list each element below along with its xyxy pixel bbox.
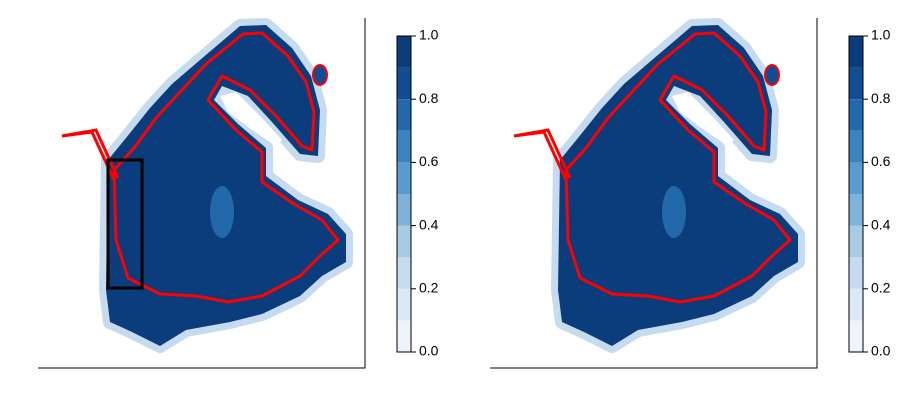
highlight-box	[106, 158, 144, 290]
contour-line	[513, 128, 572, 181]
colorbar-band	[849, 36, 863, 68]
colorbar-band	[397, 162, 411, 194]
axes-frame	[490, 18, 818, 369]
colorbar-band	[397, 36, 411, 68]
raster-islet	[312, 64, 328, 86]
raster-islet	[764, 64, 780, 86]
colorbar-tick-label: 0.6	[871, 153, 891, 169]
colorbar-band	[397, 130, 411, 163]
colorbar-tick-label: 0.8	[419, 90, 439, 106]
map-panel: 0.0 0.2 0.4 0.6 0.8 1.0	[490, 18, 891, 369]
colorbar-band	[849, 130, 863, 163]
colorbar-band	[397, 67, 411, 100]
colorbar-frame	[848, 35, 864, 353]
colorbar-band	[849, 99, 863, 131]
map-panel: 0.0 0.2 0.4 0.6 0.8 1.0	[38, 18, 439, 369]
colorbar-band	[397, 99, 411, 131]
colorbar-frame	[396, 35, 412, 353]
raster-inner-patch	[210, 186, 234, 238]
colorbar-band	[849, 194, 863, 226]
colorbar-band	[849, 288, 863, 321]
colorbar-band	[397, 225, 411, 258]
colorbar-band	[397, 320, 411, 352]
raster-hole	[220, 92, 282, 146]
colorbar-tick-label: 0.2	[419, 280, 439, 296]
colorbar-tick-label: 0.2	[871, 280, 891, 296]
colorbar-band	[397, 257, 411, 289]
contour-line	[61, 128, 120, 181]
raster-inner-patch	[662, 186, 686, 238]
colorbar-band	[849, 162, 863, 194]
colorbar-tick-label: 0.6	[419, 153, 439, 169]
colorbar-band	[397, 288, 411, 321]
colorbar-tick-label: 0.4	[419, 216, 439, 232]
axes-frame	[38, 18, 366, 369]
colorbar-tick-label: 0.4	[871, 216, 891, 232]
raster-hole	[672, 92, 734, 146]
colorbar-band	[849, 257, 863, 289]
colorbar-tick-label: 1.0	[871, 27, 891, 43]
colorbar-tick-label: 0.0	[419, 343, 439, 359]
colorbar-band	[849, 67, 863, 100]
colorbar-band	[397, 194, 411, 226]
colorbar-band	[849, 225, 863, 258]
colorbar-tick-label: 0.8	[871, 90, 891, 106]
colorbar-tick-label: 0.0	[871, 343, 891, 359]
colorbar-tick-label: 1.0	[419, 27, 439, 43]
colorbar-band	[849, 320, 863, 352]
